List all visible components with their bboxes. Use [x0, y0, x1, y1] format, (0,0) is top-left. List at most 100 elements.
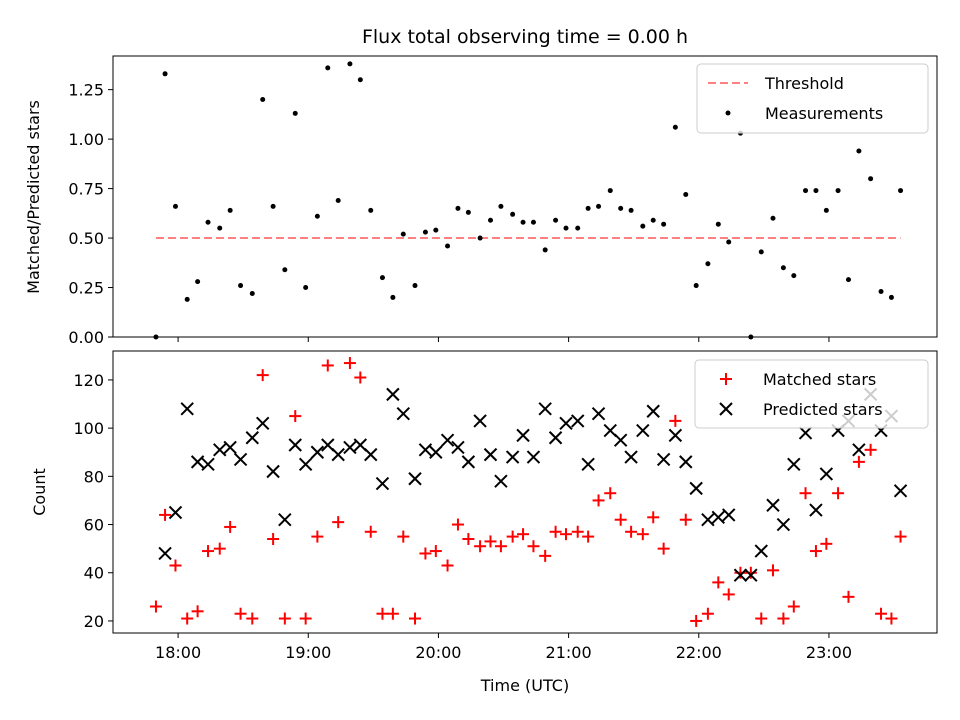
- measurement-point: [683, 192, 689, 198]
- predicted-star-point: [266, 464, 280, 479]
- x-tick-label: 19:00: [285, 643, 331, 662]
- measurement-point: [650, 217, 656, 223]
- measurement-point: [596, 203, 602, 209]
- measurement-point: [260, 97, 266, 103]
- predicted-star-point: [798, 426, 813, 440]
- measurement-point: [510, 211, 516, 217]
- predicted-star-point: [386, 387, 400, 402]
- predicted-star-point: [679, 455, 693, 469]
- predicted-star-point: [429, 445, 443, 459]
- matched-star-point: [149, 600, 162, 613]
- bottom-x-ticks: 18:00 19:00 20:00 21:00 22:00 23:00: [155, 633, 852, 662]
- predicted-star-point: [451, 440, 465, 455]
- measurement-point: [661, 221, 667, 227]
- predicted-star-point: [624, 450, 638, 464]
- measurement-point: [868, 176, 874, 182]
- predicted-star-point: [548, 431, 563, 445]
- measurement-point: [357, 77, 363, 83]
- matched-star-point: [636, 528, 649, 541]
- predicted-star-point: [201, 457, 215, 471]
- predicted-star-point: [331, 447, 345, 462]
- measurement-point: [715, 221, 721, 227]
- matched-star-point: [722, 588, 735, 601]
- measurement-point: [477, 235, 483, 241]
- measurement-point: [390, 294, 396, 300]
- predicted-star-point: [396, 406, 410, 421]
- measurement-point: [347, 61, 353, 67]
- measurement-point: [422, 229, 428, 235]
- measurement-point: [238, 283, 244, 289]
- matched-star-point: [397, 530, 410, 543]
- measurements-legend-label: Measurements: [765, 104, 883, 123]
- predicted-star-point: [559, 416, 573, 431]
- matched-star-point: [321, 359, 334, 372]
- predicted-star-point: [766, 498, 780, 512]
- predicted-star-point: [168, 505, 183, 520]
- matched-star-point: [842, 590, 855, 603]
- matched-star-point: [354, 371, 367, 384]
- measurement-point: [368, 207, 374, 213]
- predicted-star-point: [646, 404, 660, 418]
- matched-star-point: [484, 535, 497, 548]
- bottom-y-tick-label: 20: [84, 612, 104, 631]
- matched-star-point: [734, 566, 747, 579]
- top-y-tick-label: 0.50: [68, 229, 104, 248]
- top-x-ticks: [177, 337, 830, 342]
- bottom-y-axis-label: Count: [30, 468, 49, 516]
- measurement-point: [813, 188, 819, 194]
- matched-star-point: [604, 487, 617, 500]
- bottom-y-tick-label: 60: [84, 516, 104, 535]
- measurement-point: [520, 219, 526, 225]
- measurement-point: [898, 188, 904, 194]
- measurement-point: [628, 207, 634, 213]
- predicted-star-point: [408, 472, 422, 486]
- top-y-axis-label: Matched/Predicted stars: [24, 100, 43, 294]
- top-legend-box: [696, 63, 929, 134]
- measurement-point: [835, 188, 841, 194]
- top-y-tick-label: 0.75: [68, 180, 104, 199]
- measurement-point: [455, 205, 461, 211]
- top-y-tick-label: 0.00: [68, 328, 104, 347]
- bottom-plot-frame: [112, 350, 938, 634]
- measurement-point: [585, 205, 591, 211]
- matched-star-point: [246, 612, 259, 625]
- x-tick-label: 22:00: [676, 643, 722, 662]
- predicted-star-point: [255, 416, 270, 431]
- top-panel: Flux total observing time = 0.00 h 0.00 0…: [24, 26, 938, 347]
- predicted-star-point: [722, 508, 736, 522]
- measurement-point: [249, 290, 255, 296]
- predicted-star-point: [375, 476, 390, 491]
- predicted-star-point: [852, 443, 866, 457]
- matched-star-point: [311, 530, 324, 543]
- predicted-star-point: [190, 455, 205, 469]
- matched-star-point: [669, 414, 682, 427]
- predicted-star-point: [245, 431, 259, 445]
- x-tick-label: 18:00: [155, 643, 201, 662]
- chart-title: Flux total observing time = 0.00 h: [362, 26, 688, 48]
- measurement-point: [845, 277, 851, 283]
- matched-star-point: [213, 542, 226, 555]
- top-y-ticks: 0.00 0.25 0.50 0.75 1.00 1.25: [68, 81, 113, 347]
- matched-star-point: [506, 530, 519, 543]
- predicted-star-point: [505, 450, 520, 464]
- matched-star-point: [832, 487, 845, 500]
- matched-star-point: [462, 533, 475, 545]
- predicted-star-point: [310, 445, 325, 459]
- predicted-star-point: [809, 503, 823, 517]
- matched-star-point: [592, 494, 605, 507]
- measurement-point: [878, 288, 884, 294]
- predicted-star-point: [288, 438, 302, 452]
- matched-star-point: [820, 537, 833, 550]
- x-axis-label: Time (UTC): [480, 676, 569, 695]
- predicted-star-point: [278, 513, 292, 527]
- top-y-tick-label: 0.25: [68, 279, 104, 298]
- predicted-star-point: [213, 443, 227, 457]
- predicted-star-point: [440, 433, 455, 447]
- matched-star-point: [181, 612, 194, 625]
- measurement-point: [335, 197, 341, 203]
- bottom-y-tick-label: 80: [84, 467, 104, 486]
- matched-star-point: [560, 528, 573, 541]
- matched-star-point: [517, 528, 530, 541]
- predicted-star-point: [819, 467, 834, 481]
